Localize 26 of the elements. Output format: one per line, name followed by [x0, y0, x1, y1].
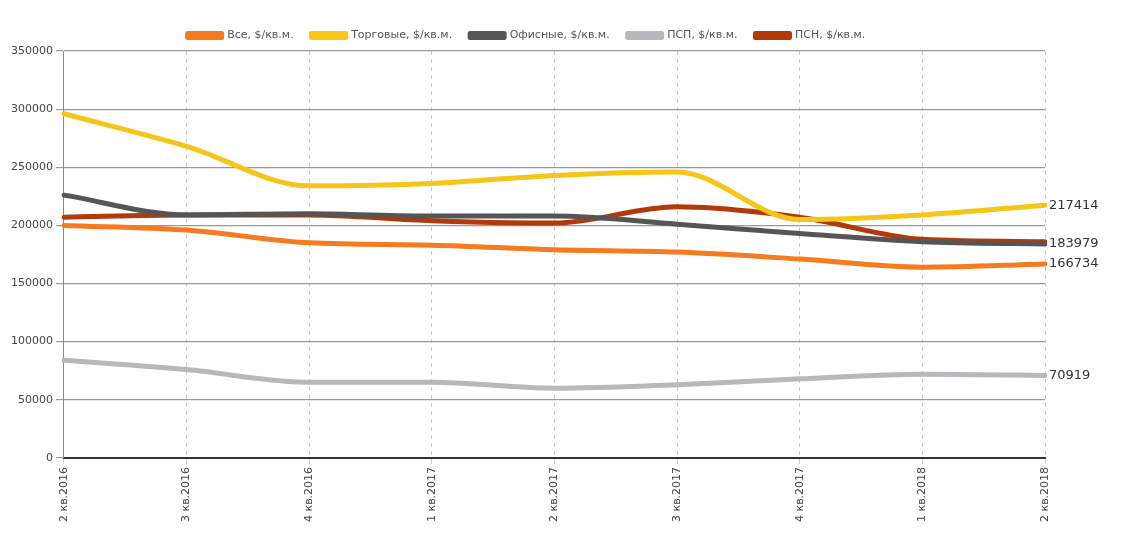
y-tick-label: 300000	[10, 101, 53, 115]
x-tick-label: 4 кв.2016	[302, 466, 316, 523]
data-label: 166734	[1049, 255, 1099, 271]
x-tick-label: 2 кв.2018	[1037, 466, 1051, 523]
y-tick-label: 0	[45, 450, 53, 464]
y-tick-label: 350000	[10, 43, 53, 57]
x-tick-label: 1 кв.2017	[424, 466, 438, 523]
y-tick-label: 250000	[10, 160, 53, 174]
legend-label: ПСП, $/кв.м.	[667, 28, 738, 42]
legend-label: Офисные, $/кв.м.	[509, 28, 610, 42]
x-tick-label: 3 кв.2017	[669, 466, 683, 523]
y-tick-label: 200000	[10, 218, 53, 232]
y-tick-label: 50000	[17, 392, 53, 406]
legend-label: Торговые, $/кв.м.	[350, 28, 453, 42]
data-label: 217414	[1049, 196, 1099, 212]
y-tick-label: 100000	[10, 334, 53, 348]
x-tick-label: 1 кв.2018	[915, 466, 929, 523]
y-tick-label: 150000	[10, 276, 53, 290]
data-label: 70919	[1049, 366, 1091, 382]
legend-label: ПСН, $/кв.м.	[795, 28, 866, 42]
x-tick-label: 4 кв.2017	[792, 466, 806, 523]
x-tick-label: 3 кв.2016	[179, 466, 193, 523]
legend-label: Все, $/кв.м.	[227, 28, 294, 42]
x-tick-label: 2 кв.2017	[547, 466, 561, 523]
x-tick-label: 2 кв.2016	[56, 466, 70, 523]
data-label: 183979	[1049, 235, 1099, 251]
